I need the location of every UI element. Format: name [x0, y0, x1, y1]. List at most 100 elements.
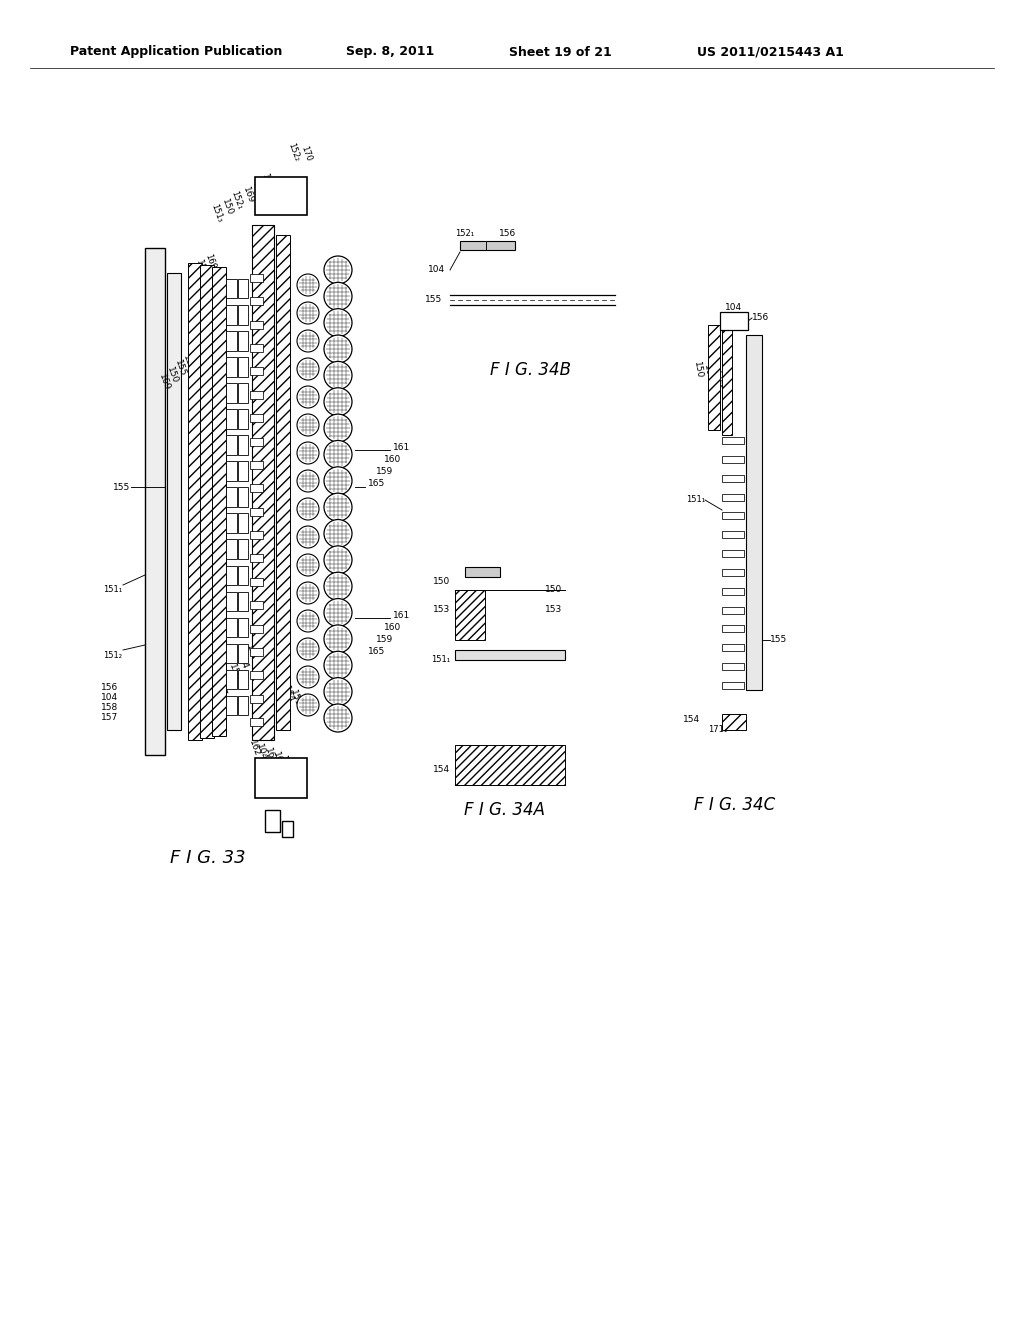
Circle shape [324, 494, 352, 521]
Text: 153: 153 [545, 606, 562, 615]
Bar [250, 484, 263, 492]
Bar [722, 626, 744, 632]
Circle shape [297, 610, 319, 632]
Circle shape [297, 442, 319, 465]
Bar [238, 436, 248, 455]
Bar [250, 297, 263, 305]
Bar [722, 663, 744, 671]
Bar [250, 672, 263, 680]
Bar [455, 649, 565, 660]
Circle shape [297, 470, 319, 492]
Text: 153: 153 [181, 354, 196, 372]
Text: 152₁: 152₁ [456, 228, 474, 238]
Text: 158: 158 [220, 671, 234, 689]
Text: 158: 158 [100, 704, 118, 713]
Text: 170: 170 [299, 145, 313, 162]
Text: 156: 156 [100, 684, 118, 693]
Circle shape [324, 598, 352, 627]
Text: 155: 155 [173, 358, 187, 378]
Text: 151₂: 151₂ [103, 651, 122, 660]
Bar [250, 437, 263, 446]
Text: 156: 156 [227, 663, 242, 681]
Text: 154: 154 [683, 715, 700, 725]
Circle shape [324, 651, 352, 680]
Text: 150: 150 [220, 198, 234, 216]
Text: 159: 159 [376, 635, 393, 644]
Circle shape [297, 414, 319, 436]
Text: 157: 157 [213, 678, 227, 698]
Circle shape [324, 388, 352, 416]
Text: 153: 153 [433, 606, 450, 615]
Bar [226, 305, 237, 325]
Bar [722, 607, 744, 614]
Bar [238, 565, 248, 585]
Text: 161: 161 [302, 697, 316, 715]
Circle shape [324, 624, 352, 653]
Text: 164: 164 [281, 684, 295, 704]
Circle shape [324, 704, 352, 733]
Text: 104: 104 [725, 304, 742, 313]
Text: 151₁: 151₁ [686, 495, 705, 504]
Bar [238, 383, 248, 403]
Bar [226, 409, 237, 429]
Bar [250, 321, 263, 329]
Bar [238, 513, 248, 533]
Text: 154: 154 [433, 766, 450, 775]
Circle shape [297, 302, 319, 323]
Text: Patent Application Publication: Patent Application Publication [70, 45, 283, 58]
Bar [226, 591, 237, 611]
Bar [226, 461, 237, 480]
Bar [282, 821, 293, 837]
Bar [722, 682, 744, 689]
Bar [455, 590, 485, 640]
Bar [722, 455, 744, 463]
Bar [238, 696, 248, 715]
Bar [722, 494, 744, 500]
Bar [455, 744, 565, 785]
Bar [226, 540, 237, 560]
Circle shape [297, 525, 319, 548]
Text: 154: 154 [188, 348, 203, 367]
Bar [238, 644, 248, 663]
Text: 160: 160 [384, 623, 401, 632]
Text: 104: 104 [101, 693, 118, 702]
Text: Sheet 19 of 21: Sheet 19 of 21 [509, 45, 611, 58]
Bar [188, 263, 202, 741]
Bar [708, 325, 720, 430]
Text: F I G. 33: F I G. 33 [170, 849, 246, 867]
Bar [722, 714, 746, 730]
Bar [460, 242, 515, 249]
Text: 166: 166 [278, 754, 292, 774]
Circle shape [297, 667, 319, 688]
Bar [226, 565, 237, 585]
Bar [238, 331, 248, 351]
Bar [238, 305, 248, 325]
Text: 151₁: 151₁ [102, 586, 122, 594]
Bar [226, 279, 237, 298]
Bar [238, 461, 248, 480]
Text: F I G. 34C: F I G. 34C [694, 796, 775, 814]
Text: 150: 150 [433, 578, 450, 586]
Text: 151₃: 151₃ [210, 202, 224, 223]
Text: 152₁: 152₁ [714, 368, 726, 388]
Bar [250, 508, 263, 516]
Text: 167: 167 [270, 750, 285, 770]
Bar [252, 224, 274, 741]
Circle shape [324, 573, 352, 601]
Bar [722, 330, 732, 436]
Bar [722, 512, 744, 519]
Text: 151₁: 151₁ [431, 656, 450, 664]
Text: 162: 162 [247, 738, 261, 758]
Circle shape [297, 582, 319, 605]
Bar [250, 718, 263, 726]
Bar [250, 391, 263, 399]
Text: 169: 169 [241, 185, 255, 205]
Circle shape [324, 467, 352, 495]
Text: 152₂: 152₂ [287, 141, 301, 162]
Text: 169: 169 [702, 364, 714, 383]
Bar [226, 383, 237, 403]
Bar [145, 248, 165, 755]
Bar [746, 335, 762, 690]
Bar [226, 436, 237, 455]
Circle shape [324, 335, 352, 363]
